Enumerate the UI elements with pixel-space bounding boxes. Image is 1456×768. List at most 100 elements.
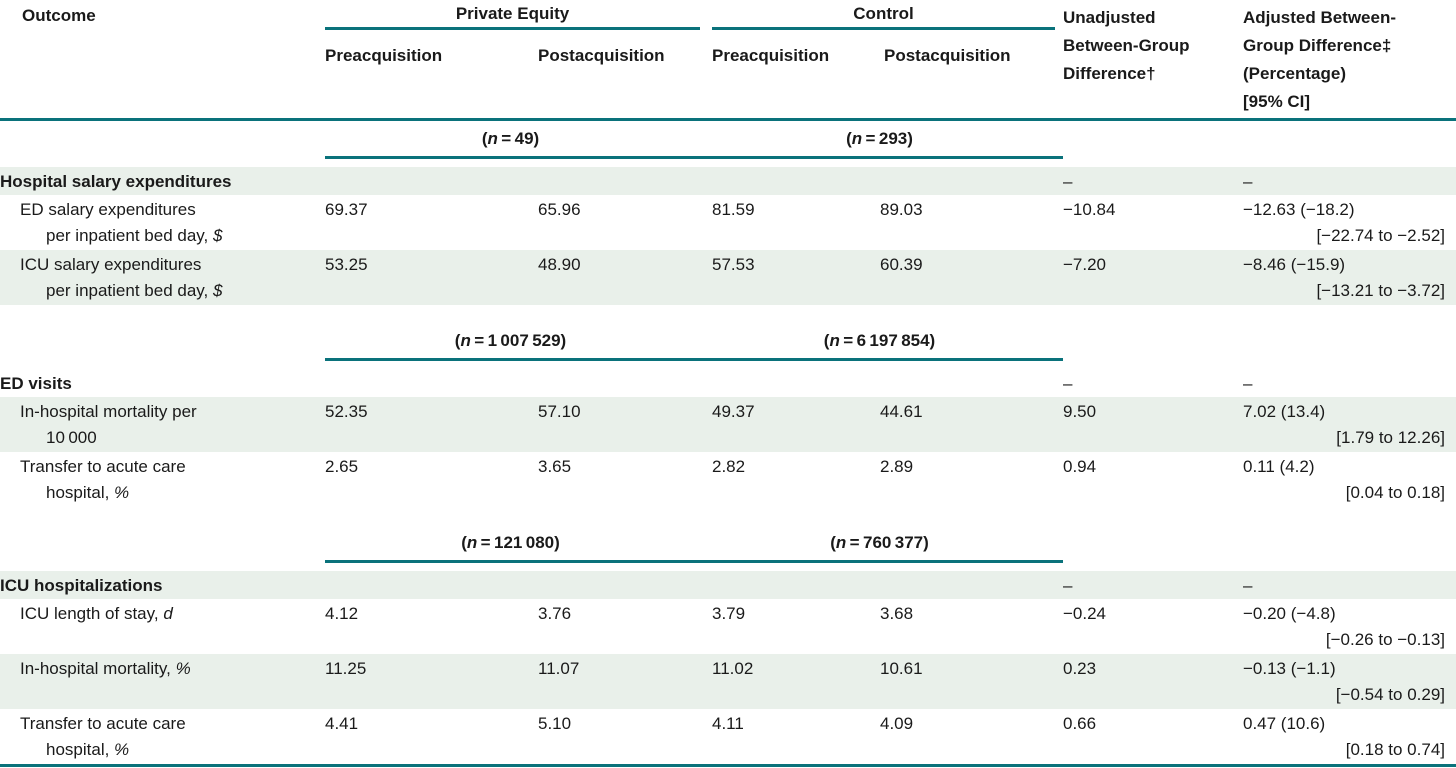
- pe-preacquisition-value: 2.65: [325, 457, 359, 476]
- control-postacquisition-value: 44.61: [880, 402, 923, 421]
- table-row: In-hospital mortality, % 11.25 11.07 11.…: [0, 654, 1456, 709]
- sample-size-row: (n = 121 080) (n = 760 377): [0, 525, 1456, 563]
- table-row: Transfer to acute care hospital, % 2.65 …: [0, 452, 1456, 507]
- table-row: Transfer to acute care hospital, % 4.41 …: [0, 709, 1456, 764]
- adjusted-difference-value: 0.47 (10.6) [0.18 to 0.74]: [1243, 714, 1445, 759]
- control-preacquisition-value: 3.79: [712, 604, 746, 623]
- bottom-rule: [0, 764, 1456, 767]
- column-header-pe-preacquisition: Preacquisition: [325, 46, 443, 65]
- sample-size-underline: [325, 358, 1063, 361]
- table-body: (n = 49) (n = 293) Hospital salary expen…: [0, 121, 1456, 764]
- unadjusted-difference-value: −7.20: [1063, 255, 1107, 274]
- adjusted-difference-value: 0.11 (4.2) [0.04 to 0.18]: [1243, 457, 1445, 502]
- control-preacquisition-value: [704, 167, 872, 195]
- unadjusted-difference-value: –: [1063, 172, 1073, 191]
- column-header-pe-postacquisition: Postacquisition: [538, 46, 665, 65]
- unadjusted-difference-value: –: [1063, 374, 1073, 393]
- control-preacquisition-value: 4.11: [712, 714, 744, 733]
- control-postacquisition-value: 60.39: [880, 255, 923, 274]
- sample-size-underline: [325, 156, 1063, 159]
- control-postacquisition-value: [872, 369, 1055, 397]
- sample-size-control: (n = 760 377): [830, 533, 929, 552]
- unadjusted-difference-value: −0.24: [1063, 604, 1107, 623]
- column-header-control-postacquisition: Postacquisition: [884, 46, 1011, 65]
- pe-preacquisition-value: 4.12: [325, 604, 359, 623]
- control-preacquisition-value: 49.37: [712, 402, 755, 421]
- section-header-row: ICU hospitalizations – –: [0, 571, 1456, 599]
- sample-size-private-equity: (n = 1 007 529): [454, 331, 567, 350]
- pe-postacquisition-value: [530, 369, 704, 397]
- adjusted-difference-value: –: [1243, 374, 1253, 393]
- pe-preacquisition-value: 4.41: [325, 714, 359, 733]
- adjusted-difference-value: −12.63 (−18.2) [−22.74 to −2.52]: [1243, 200, 1445, 245]
- control-postacquisition-value: 4.09: [880, 714, 914, 733]
- table-row: ICU salary expenditures per inpatient be…: [0, 250, 1456, 305]
- column-header-unadjusted-difference: Unadjusted Between-Group Difference†: [1063, 8, 1190, 83]
- control-preacquisition-value: 57.53: [712, 255, 755, 274]
- outcome-cell: Hospital salary expenditures: [0, 172, 232, 191]
- unadjusted-difference-value: 9.50: [1063, 402, 1097, 421]
- sample-size-private-equity: (n = 121 080): [461, 533, 560, 552]
- group-header-control: Control: [712, 4, 1055, 30]
- pe-postacquisition-value: [530, 167, 704, 195]
- pe-postacquisition-value: 3.65: [538, 457, 572, 476]
- control-preacquisition-value: 81.59: [712, 200, 755, 219]
- pe-preacquisition-value: [317, 369, 530, 397]
- pe-postacquisition-value: 3.76: [538, 604, 572, 623]
- adjusted-difference-value: –: [1243, 172, 1253, 191]
- control-postacquisition-value: 3.68: [880, 604, 914, 623]
- outcome-cell: In-hospital mortality per 10 000: [20, 402, 197, 447]
- sample-size-control: (n = 293): [846, 129, 913, 148]
- control-postacquisition-value: 2.89: [880, 457, 914, 476]
- pe-postacquisition-value: [530, 571, 704, 599]
- outcome-cell: ICU length of stay, d: [20, 604, 173, 623]
- unadjusted-difference-value: −10.84: [1063, 200, 1116, 219]
- outcome-cell: ED visits: [0, 374, 72, 393]
- control-postacquisition-value: 89.03: [880, 200, 923, 219]
- column-header-adjusted-difference: Adjusted Between- Group Difference‡ (Per…: [1243, 8, 1397, 111]
- control-postacquisition-value: 10.61: [880, 659, 923, 678]
- unadjusted-difference-value: –: [1063, 576, 1073, 595]
- pe-preacquisition-value: 11.25: [325, 659, 367, 678]
- sample-size-row: (n = 49) (n = 293): [0, 121, 1456, 159]
- section-header-row: Hospital salary expenditures – –: [0, 167, 1456, 195]
- adjusted-difference-value: −8.46 (−15.9) [−13.21 to −3.72]: [1243, 255, 1445, 300]
- control-postacquisition-value: [872, 167, 1055, 195]
- pe-preacquisition-value: [317, 167, 530, 195]
- unadjusted-difference-value: 0.94: [1063, 457, 1097, 476]
- unadjusted-difference-value: 0.66: [1063, 714, 1097, 733]
- control-preacquisition-value: [704, 571, 872, 599]
- outcome-cell: ED salary expenditures per inpatient bed…: [20, 200, 223, 245]
- group-header-private-equity: Private Equity: [325, 4, 700, 30]
- pe-postacquisition-value: 57.10: [538, 402, 581, 421]
- pe-postacquisition-value: 65.96: [538, 200, 581, 219]
- column-header-control-preacquisition: Preacquisition: [712, 46, 830, 65]
- adjusted-difference-value: −0.13 (−1.1) [−0.54 to 0.29]: [1243, 659, 1445, 704]
- control-postacquisition-value: [872, 571, 1055, 599]
- pe-preacquisition-value: 69.37: [325, 200, 368, 219]
- outcome-cell: Transfer to acute care hospital, %: [20, 457, 186, 502]
- outcome-cell: Transfer to acute care hospital, %: [20, 714, 186, 759]
- adjusted-difference-value: −0.20 (−4.8) [−0.26 to −0.13]: [1243, 604, 1445, 649]
- outcome-cell: ICU hospitalizations: [0, 576, 163, 595]
- table-row: ED salary expenditures per inpatient bed…: [0, 195, 1456, 250]
- adjusted-difference-value: –: [1243, 576, 1253, 595]
- section-header-row: ED visits – –: [0, 369, 1456, 397]
- table-header: Outcome Private Equity Control Preacquis…: [0, 0, 1456, 121]
- unadjusted-difference-value: 0.23: [1063, 659, 1097, 678]
- pe-preacquisition-value: 52.35: [325, 402, 368, 421]
- pe-preacquisition-value: [317, 571, 530, 599]
- table-row: ICU length of stay, d 4.12 3.76 3.79 3.6…: [0, 599, 1456, 654]
- control-preacquisition-value: [704, 369, 872, 397]
- control-preacquisition-value: 11.02: [712, 659, 754, 678]
- sample-size-row: (n = 1 007 529) (n = 6 197 854): [0, 323, 1456, 361]
- sample-size-private-equity: (n = 49): [481, 129, 540, 148]
- sample-size-control: (n = 6 197 854): [823, 331, 936, 350]
- adjusted-difference-value: 7.02 (13.4) [1.79 to 12.26]: [1243, 402, 1445, 447]
- pe-postacquisition-value: 48.90: [538, 255, 581, 274]
- sample-size-underline: [325, 560, 1063, 563]
- control-preacquisition-value: 2.82: [712, 457, 746, 476]
- outcome-cell: ICU salary expenditures per inpatient be…: [20, 255, 223, 300]
- table-row: In-hospital mortality per 10 000 52.35 5…: [0, 397, 1456, 452]
